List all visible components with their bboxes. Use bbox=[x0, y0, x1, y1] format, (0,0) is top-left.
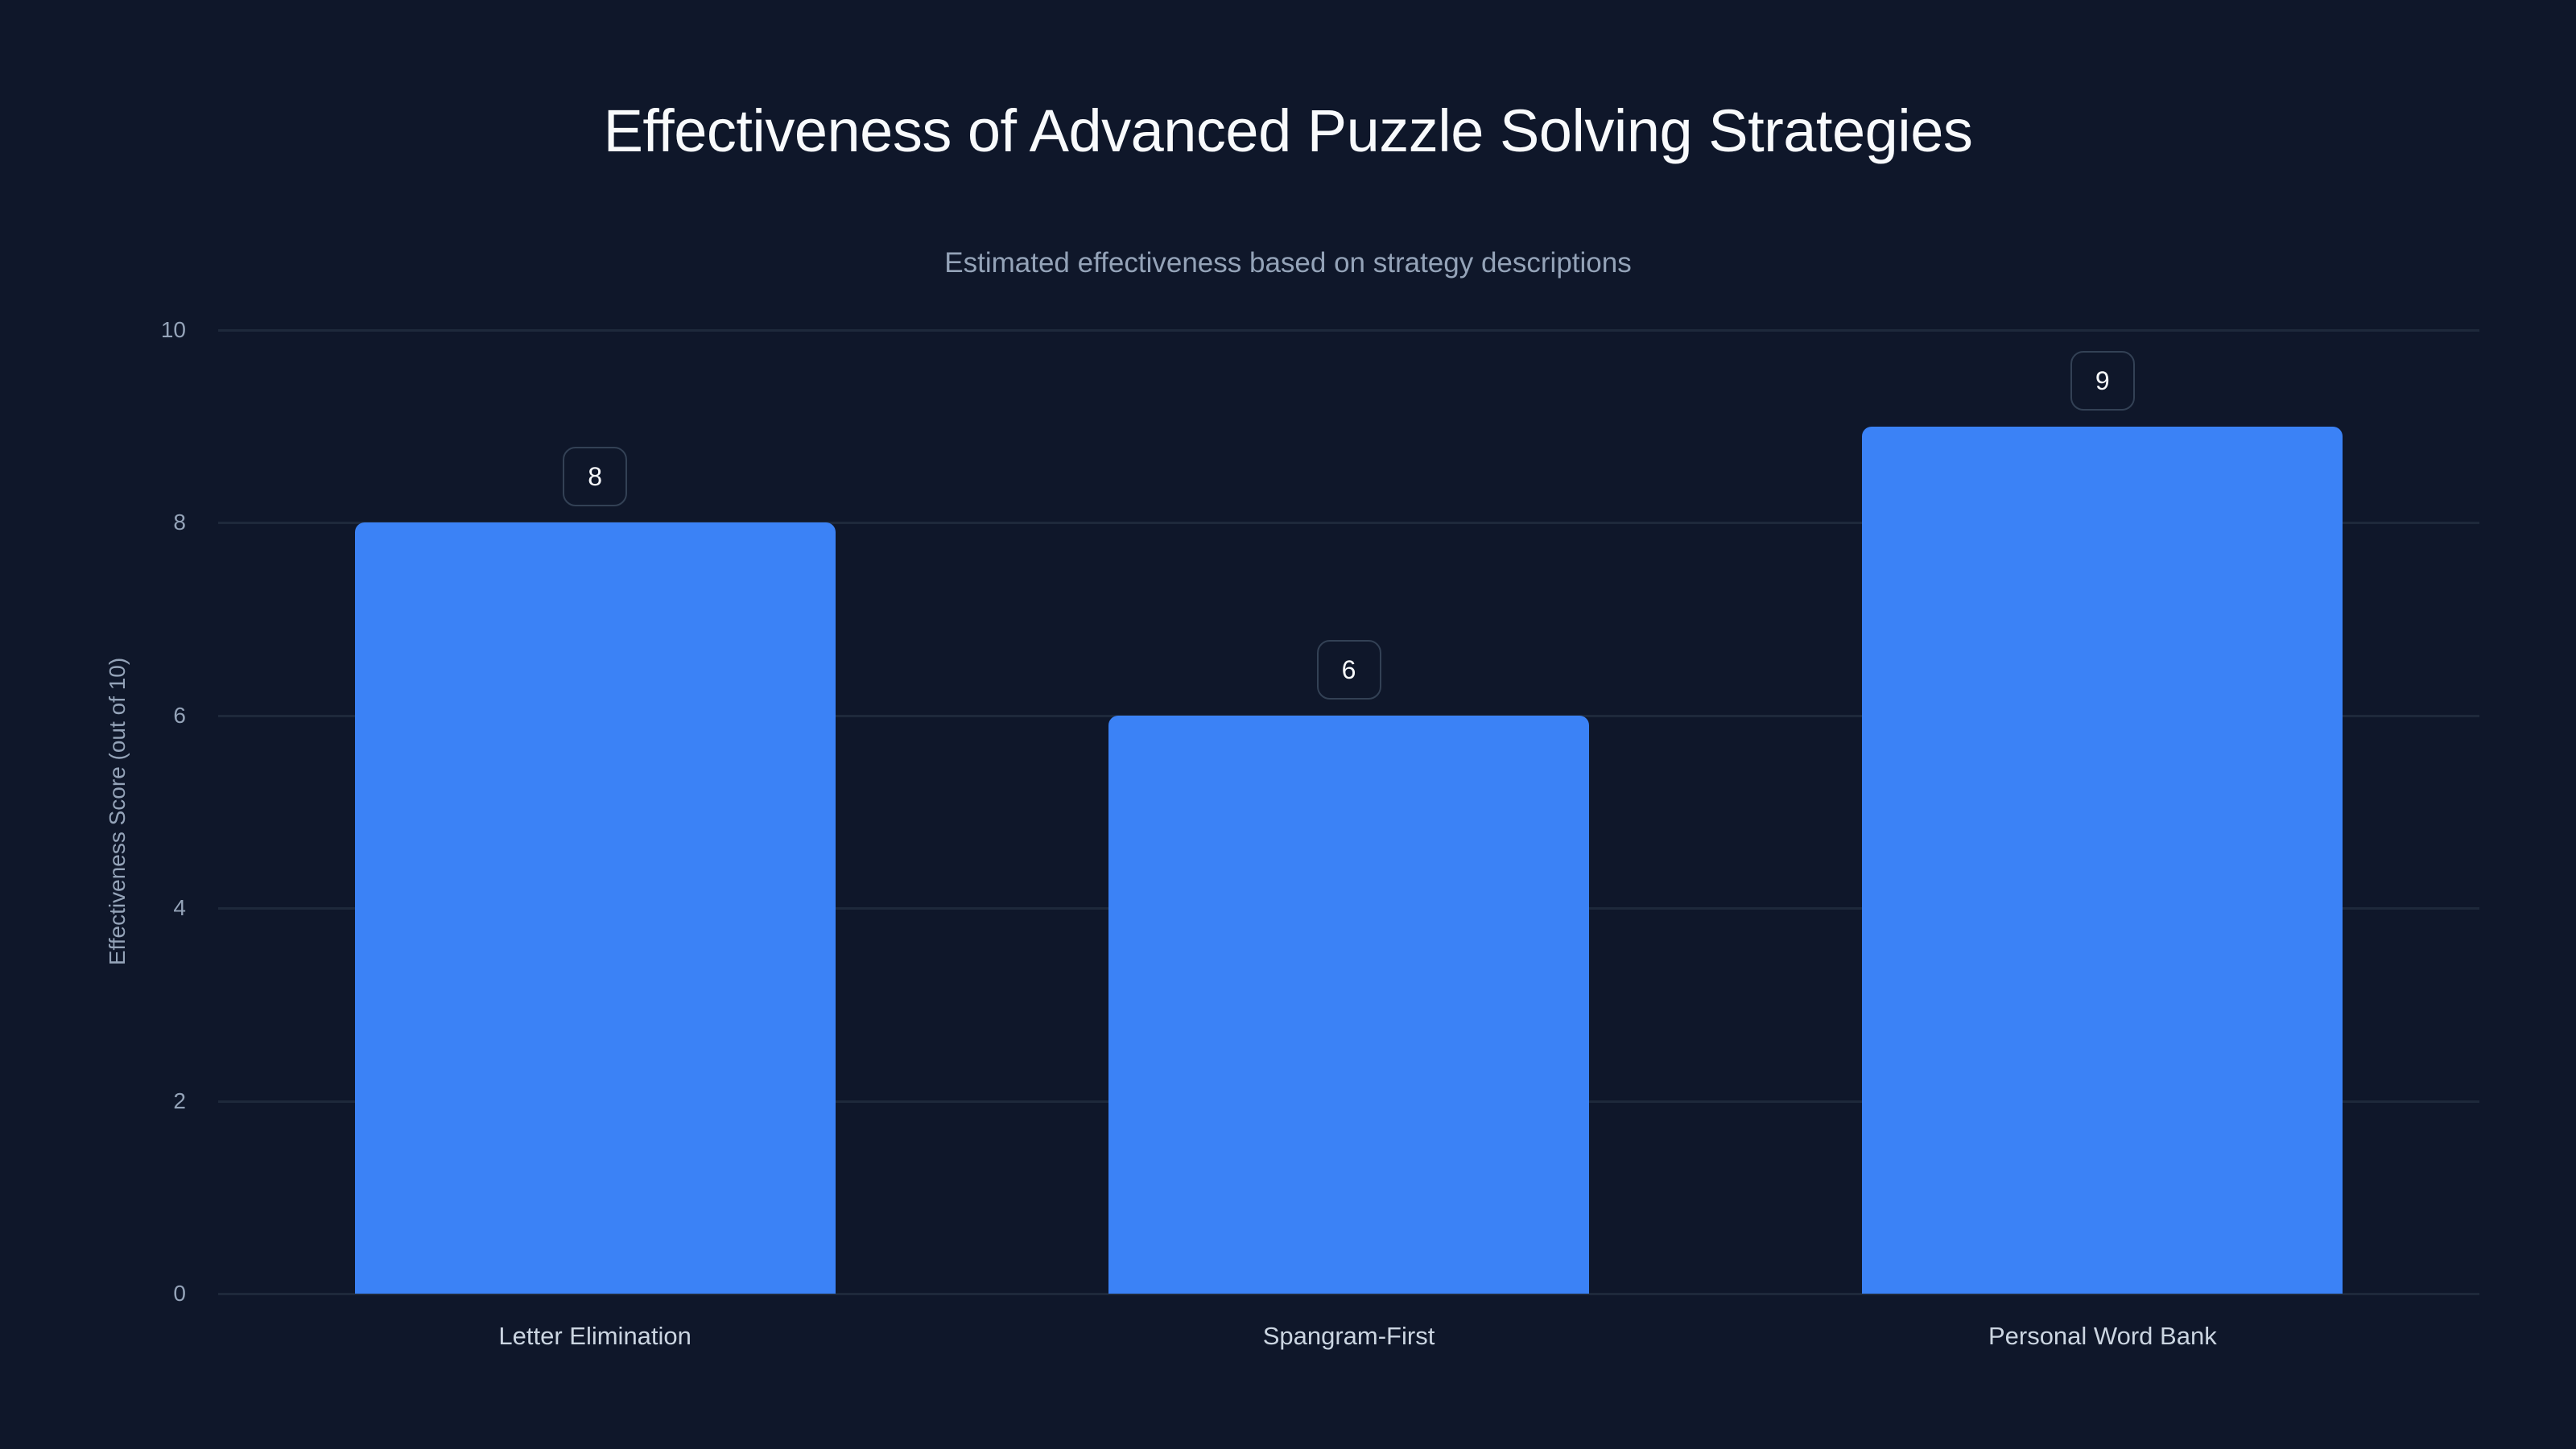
chart-subtitle: Estimated effectiveness based on strateg… bbox=[944, 247, 1632, 279]
y-tick-label: 2 bbox=[173, 1088, 186, 1113]
bar[interactable] bbox=[1108, 715, 1589, 1294]
bar[interactable] bbox=[1862, 426, 2343, 1294]
x-tick-label: Personal Word Bank bbox=[1988, 1322, 2217, 1350]
value-label: 6 bbox=[1316, 639, 1381, 700]
gridline bbox=[218, 329, 2479, 332]
x-tick-label: Letter Elimination bbox=[498, 1322, 691, 1350]
chart-title: Effectiveness of Advanced Puzzle Solving… bbox=[603, 97, 1973, 164]
y-tick-label: 4 bbox=[173, 895, 186, 921]
value-label: 8 bbox=[563, 447, 628, 507]
y-tick-label: 6 bbox=[173, 702, 186, 728]
bar[interactable] bbox=[354, 522, 836, 1294]
gridline bbox=[218, 1293, 2479, 1295]
value-label: 9 bbox=[2070, 350, 2135, 411]
y-tick-label: 10 bbox=[160, 317, 186, 342]
y-tick-label: 0 bbox=[173, 1281, 186, 1306]
y-tick-label: 8 bbox=[173, 510, 186, 535]
plot-area: 0 2 4 6 8 10 8 6 9 bbox=[161, 317, 2479, 1306]
x-tick-label: Spangram-First bbox=[1262, 1322, 1435, 1350]
gridline bbox=[218, 522, 2479, 525]
